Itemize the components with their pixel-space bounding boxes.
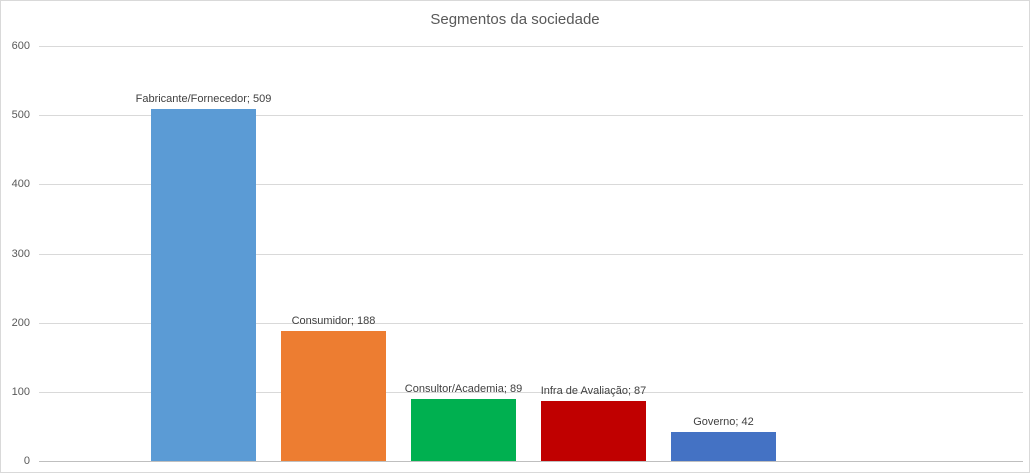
gridline [39, 46, 1023, 47]
gridline [39, 115, 1023, 117]
gridline [39, 391, 1023, 393]
gridline [39, 322, 1023, 324]
bar-2 [281, 330, 386, 461]
gridline [39, 184, 1023, 186]
bar-data-label: Infra de Avaliação; 87 [540, 384, 647, 397]
bar-data-label: Consumidor; 188 [291, 314, 376, 327]
y-axis-tick-label: 200 [11, 316, 30, 329]
bar-5 [671, 431, 776, 461]
plot-area: Fabricante/Fornecedor; 509 Consumidor; 18… [39, 46, 1023, 462]
bar-data-label: Consultor/Academia; 89 [404, 383, 523, 396]
bar-1 [151, 108, 256, 461]
y-axis-tick-label: 400 [11, 178, 30, 191]
y-axis-tick-label: 0 [23, 455, 30, 467]
bar-3 [411, 399, 516, 461]
y-axis-tick-label: 600 [11, 40, 30, 52]
y-axis-tick-label: 100 [11, 385, 30, 398]
gridline [39, 253, 1023, 255]
y-axis-tick-label: 300 [11, 247, 30, 260]
y-axis: 0 100 200 300 400 500 600 [1, 40, 34, 467]
bar-data-label: Fabricante/Fornecedor; 509 [135, 92, 272, 105]
bar-4 [541, 400, 646, 461]
bar-data-label: Governo; 42 [693, 415, 754, 428]
chart-title: Segmentos da sociedade [430, 11, 600, 28]
y-axis-tick-label: 500 [11, 109, 30, 122]
